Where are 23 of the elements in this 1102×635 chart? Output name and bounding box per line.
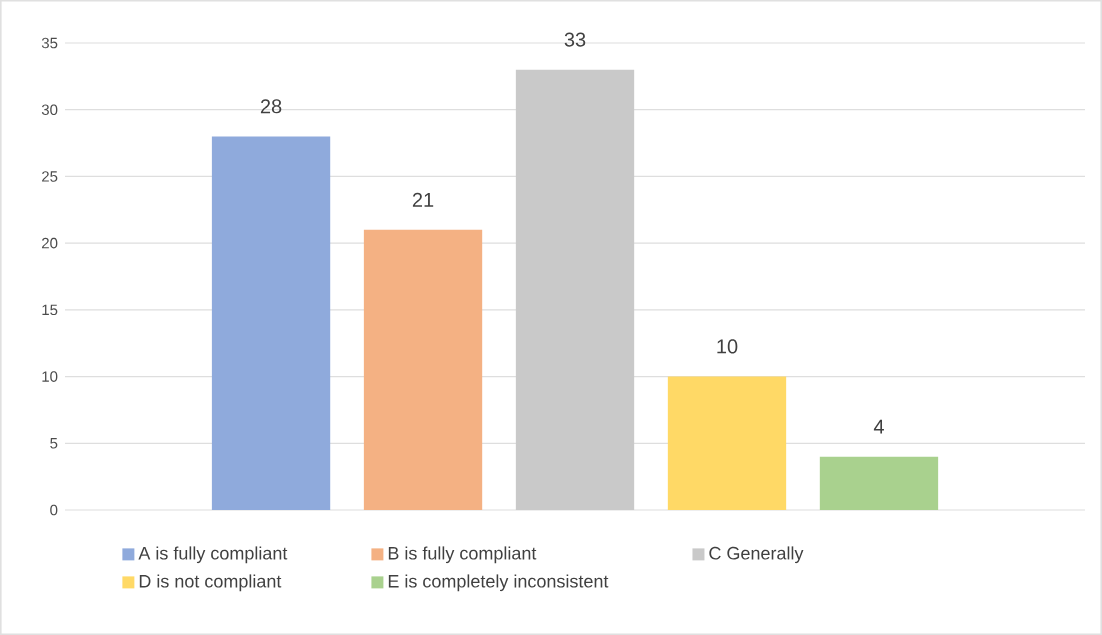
y-tick-label: 30 — [41, 104, 58, 116]
y-tick-label: 5 — [50, 438, 58, 449]
y-tick-label: 20 — [42, 237, 58, 249]
legend-label: B is fully compliant — [388, 546, 537, 564]
y-tick-label: 10 — [42, 371, 58, 382]
legend-label: E is completely inconsistent — [388, 574, 609, 592]
data-label: 10 — [717, 339, 738, 354]
legend-label: C Generally — [709, 546, 804, 564]
legend-label: D is not compliant — [139, 574, 282, 592]
bar — [667, 376, 787, 510]
data-label: 4 — [873, 419, 884, 434]
bar — [515, 69, 635, 510]
data-label: 33 — [564, 32, 586, 47]
bar — [819, 456, 939, 510]
data-label: 28 — [260, 99, 282, 114]
bar — [363, 229, 483, 510]
data-label: 21 — [412, 192, 434, 207]
y-tick-label: 25 — [42, 171, 58, 182]
bar — [211, 136, 331, 510]
legend-label: A is fully compliant — [138, 546, 288, 564]
y-tick-label: 35 — [41, 37, 58, 49]
y-tick-label: 15 — [42, 304, 58, 316]
y-tick-label: 0 — [50, 504, 58, 516]
